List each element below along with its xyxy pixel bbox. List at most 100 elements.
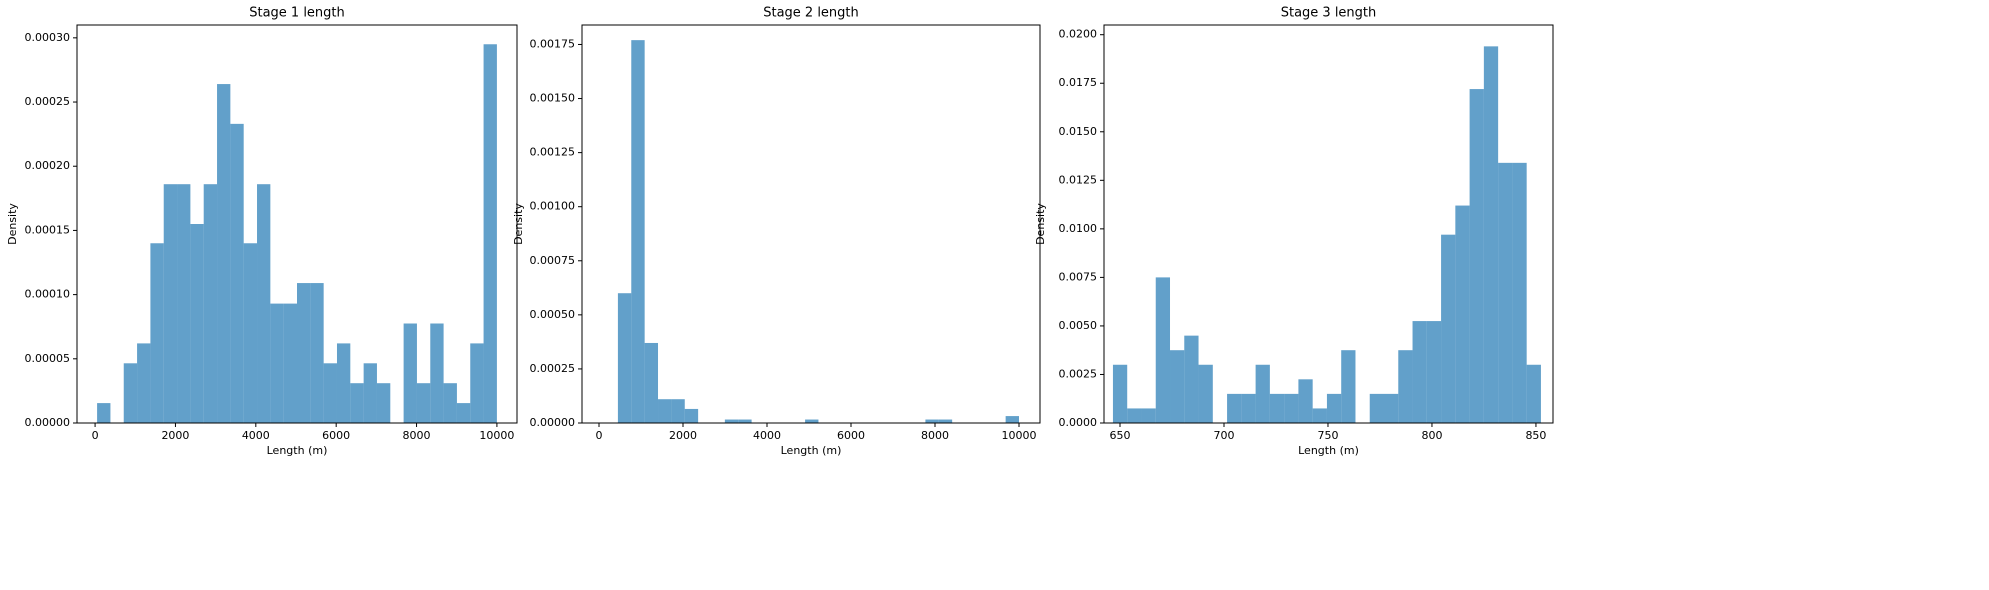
bar (684, 408, 699, 423)
bar (283, 303, 297, 423)
y-tick-label: 0.0200 (1059, 28, 1098, 41)
x-tick-label: 4000 (242, 429, 270, 442)
bar (805, 419, 819, 423)
y-tick-label: 0.0025 (1059, 367, 1098, 380)
bar (416, 383, 431, 423)
bar (137, 343, 151, 423)
x-tick-label: 10000 (479, 429, 514, 442)
bar (1112, 364, 1128, 423)
bar (217, 84, 231, 423)
bar (1227, 393, 1242, 423)
bar (203, 184, 218, 423)
bar (1498, 162, 1513, 423)
y-tick-label: 0.00020 (25, 159, 71, 172)
bar (1455, 205, 1470, 423)
y-tick-label: 0.00125 (530, 146, 576, 159)
bar (403, 323, 417, 423)
bar (1412, 321, 1427, 423)
bar (1298, 379, 1313, 423)
bar (123, 363, 138, 423)
bar (1255, 364, 1270, 423)
x-tick-label: 2000 (161, 429, 189, 442)
bar (230, 123, 244, 423)
x-tick-label: 850 (1525, 429, 1546, 442)
y-tick-label: 0.00005 (25, 352, 71, 365)
bar (443, 383, 457, 423)
bar (190, 224, 204, 423)
y-tick-label: 0.0050 (1059, 319, 1098, 332)
x-tick-label: 8000 (921, 429, 949, 442)
y-tick-label: 0.00150 (530, 92, 576, 105)
bar (938, 419, 953, 423)
bar (1127, 408, 1142, 423)
bar (671, 399, 685, 423)
y-tick-label: 0.0150 (1059, 125, 1098, 138)
y-axis-label: Density (1034, 203, 1047, 245)
y-tick-label: 0.00175 (530, 37, 576, 50)
bar (470, 343, 484, 423)
x-tick-label: 750 (1317, 429, 1338, 442)
y-tick-label: 0.00075 (530, 254, 576, 267)
bar (1369, 393, 1385, 423)
x-tick-label: 650 (1110, 429, 1131, 442)
bar (297, 283, 311, 423)
bar (1326, 393, 1342, 423)
y-tick-label: 0.0000 (1059, 416, 1098, 429)
bar (644, 342, 659, 423)
chart-title: Stage 3 length (1281, 6, 1377, 21)
x-tick-label: 10000 (1002, 429, 1037, 442)
bar (1312, 408, 1327, 423)
axes-frame (581, 24, 1041, 424)
bar (1141, 408, 1156, 423)
x-tick-label: 0 (596, 429, 603, 442)
y-axis-label: Density (512, 203, 525, 245)
y-tick-label: 0.00010 (25, 288, 71, 301)
chart-title: Stage 1 length (249, 6, 345, 21)
bar (350, 383, 364, 423)
y-tick-label: 0.00015 (25, 223, 71, 236)
y-tick-label: 0.00000 (25, 416, 71, 429)
bar (336, 343, 351, 423)
bar (163, 184, 178, 423)
bar (1269, 393, 1285, 423)
bar (1483, 46, 1499, 423)
bar (658, 399, 672, 423)
y-tick-label: 0.00000 (530, 416, 576, 429)
bar (1512, 162, 1527, 423)
y-tick-label: 0.00025 (530, 362, 576, 375)
bar (1384, 393, 1399, 423)
x-tick-label: 2000 (669, 429, 697, 442)
y-tick-label: 0.00030 (25, 31, 71, 44)
bar (456, 403, 471, 423)
bar (150, 243, 164, 423)
bar (177, 184, 191, 423)
y-tick-label: 0.0075 (1059, 270, 1098, 283)
bar (1526, 364, 1541, 423)
y-tick-label: 0.00100 (530, 200, 576, 213)
bar (323, 363, 337, 423)
x-tick-label: 0 (92, 429, 99, 442)
x-axis-label: Length (m) (267, 444, 328, 457)
bar (270, 303, 284, 423)
bar (97, 403, 111, 423)
bar (1426, 321, 1442, 423)
bar (631, 40, 645, 424)
x-tick-label: 4000 (753, 429, 781, 442)
bar (483, 44, 497, 424)
y-tick-label: 0.0175 (1059, 76, 1098, 89)
axes-frame (1103, 24, 1554, 424)
y-axis-label: Density (6, 203, 19, 245)
bar (1184, 335, 1199, 423)
bar (1155, 277, 1171, 423)
bar (257, 184, 271, 423)
bar (617, 293, 632, 423)
bar (925, 419, 939, 423)
bar (1441, 234, 1456, 423)
bar (1341, 350, 1356, 423)
bar (1170, 350, 1185, 423)
bar (310, 283, 324, 423)
x-axis-label: Length (m) (781, 444, 842, 457)
axes-frame (76, 24, 518, 424)
y-tick-label: 0.00050 (530, 308, 576, 321)
